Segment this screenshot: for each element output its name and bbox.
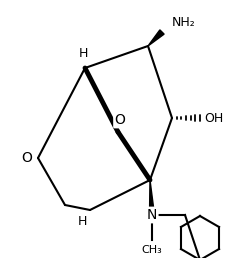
- Polygon shape: [148, 30, 164, 46]
- Polygon shape: [149, 180, 155, 215]
- Text: NH₂: NH₂: [172, 17, 196, 29]
- Text: O: O: [21, 151, 32, 165]
- Text: N: N: [147, 208, 157, 222]
- Text: OH: OH: [204, 111, 223, 125]
- Text: O: O: [114, 113, 126, 127]
- Text: CH₃: CH₃: [142, 245, 162, 255]
- Text: H: H: [78, 47, 88, 60]
- Text: H: H: [77, 215, 87, 228]
